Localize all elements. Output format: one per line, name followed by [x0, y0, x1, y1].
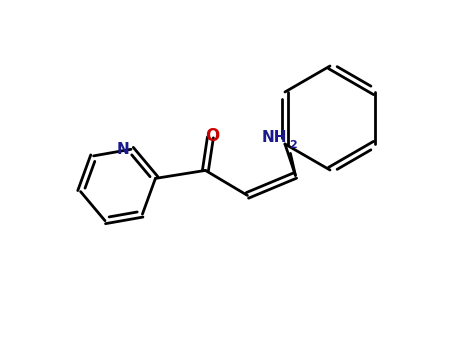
Text: NH: NH: [262, 130, 288, 145]
Text: O: O: [205, 127, 220, 145]
Text: 2: 2: [289, 140, 297, 150]
Text: N: N: [116, 142, 129, 157]
